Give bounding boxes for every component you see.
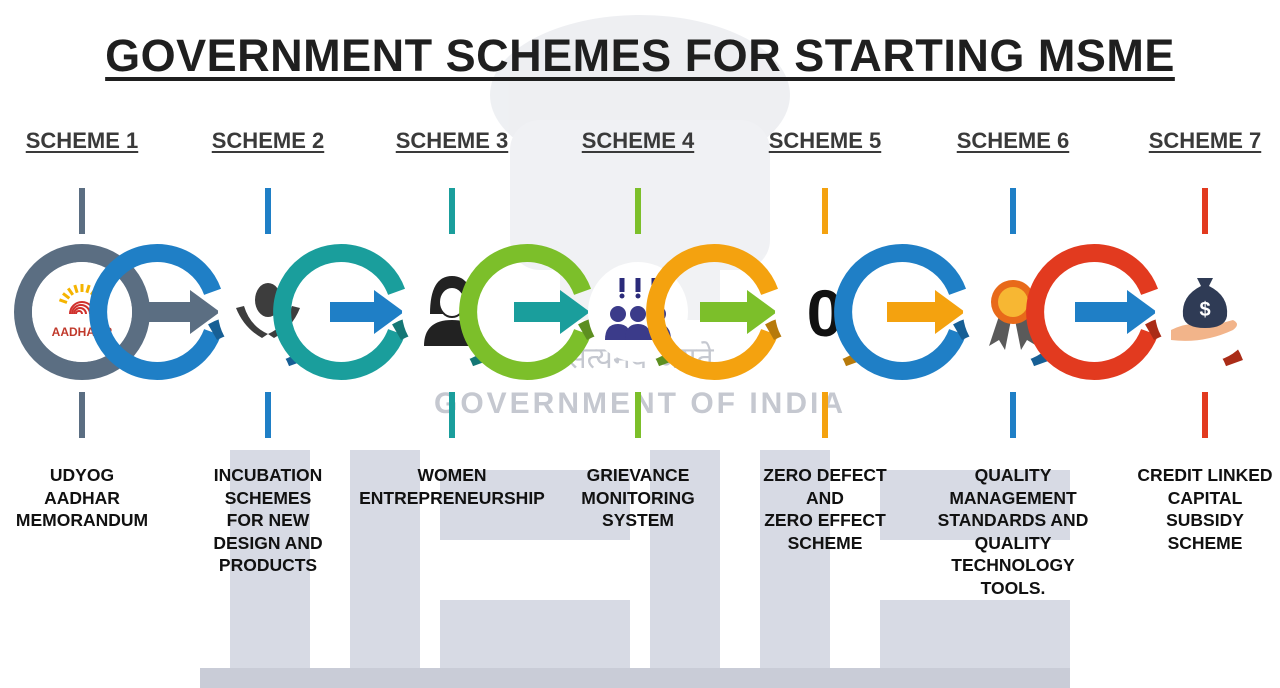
description-line: DESIGN AND xyxy=(213,532,323,553)
scheme-label-5: SCHEME 5 xyxy=(768,128,882,153)
scheme-label-3: SCHEME 3 xyxy=(395,128,509,153)
scheme-description-7: CREDIT LINKED CAPITAL SUBSIDY SCHEME xyxy=(1110,464,1280,554)
scheme-ring xyxy=(89,244,222,380)
description-line: CREDIT LINKED xyxy=(1137,465,1273,485)
scheme-description-4: GRIEVANCE MONITORING SYSTEM xyxy=(543,464,733,532)
quality-badge-icon xyxy=(989,280,1037,350)
scheme-label-1: SCHEME 1 xyxy=(25,128,139,153)
scheme-ring xyxy=(1026,244,1159,380)
scheme-node-1: AADHAAR xyxy=(14,188,150,438)
bottom-tick xyxy=(265,392,271,438)
scheme-description-6: QUALITY MANAGEMENT STANDARDS AND QUALITY TEC… xyxy=(918,464,1108,599)
scheme-label-6: SCHEME 6 xyxy=(956,128,1070,153)
scheme-description-2: INCUBATION SCHEMES FOR NEW DESIGN AND PRODUC… xyxy=(173,464,363,577)
description-line: SUBSIDY xyxy=(1166,510,1244,530)
top-tick xyxy=(449,188,455,234)
scheme-ring xyxy=(834,244,967,380)
bottom-tick xyxy=(822,392,828,438)
description-line: GRIEVANCE xyxy=(586,465,690,485)
scheme-ring xyxy=(14,244,150,380)
bottom-tick xyxy=(1010,392,1016,438)
description-line: ENTREPRENEURSHIP xyxy=(359,487,545,508)
scheme-description-5: ZERO DEFECT AND ZERO EFFECT SCHEME xyxy=(730,464,920,554)
dollar-text: $ xyxy=(1199,299,1210,321)
connector-arrow-6 xyxy=(1075,290,1157,334)
description-line: MANAGEMENT xyxy=(949,487,1077,508)
description-line: FOR NEW xyxy=(226,510,310,530)
description-line: ZERO DEFECT xyxy=(763,465,887,485)
top-tick xyxy=(635,188,641,234)
scheme-ring xyxy=(646,244,779,380)
description-line: MEMORANDUM xyxy=(15,510,149,530)
scheme-label-4: SCHEME 4 xyxy=(581,128,695,153)
description-line: MONITORING xyxy=(581,487,695,508)
top-tick xyxy=(265,188,271,234)
scheme-label-7: SCHEME 7 xyxy=(1148,128,1262,153)
description-line: SYSTEM xyxy=(602,510,674,530)
description-line: AND xyxy=(806,487,844,508)
bottom-tick xyxy=(79,392,85,438)
top-tick xyxy=(1010,188,1016,234)
description-line: TOOLS. xyxy=(980,577,1046,598)
connector-arrow-3 xyxy=(514,290,590,334)
msme-logo-watermark-icon xyxy=(200,450,1070,688)
description-line: INCUBATION xyxy=(213,465,323,485)
scheme-description-1: UDYOG AADHAR MEMORANDUM xyxy=(0,464,177,532)
money-bag-hand-icon: $ xyxy=(1171,278,1237,341)
top-tick xyxy=(79,188,85,234)
description-line: UDYOG xyxy=(49,465,115,485)
description-line: ZERO EFFECT xyxy=(764,510,886,530)
scheme-label-2: SCHEME 2 xyxy=(211,128,325,153)
connector-arrow-1 xyxy=(144,290,220,334)
description-line: SCHEME xyxy=(1167,532,1243,553)
description-line: PRODUCTS xyxy=(218,555,318,575)
connector-arrow-4 xyxy=(700,290,777,334)
description-line: QUALITY xyxy=(974,465,1052,485)
bottom-tick xyxy=(635,392,641,438)
scheme-ring xyxy=(273,244,406,380)
scheme-description-3: WOMEN ENTREPRENEURSHIP xyxy=(357,464,547,509)
bottom-tick xyxy=(1202,392,1208,438)
description-line: QUALITY xyxy=(974,532,1052,553)
description-line: STANDARDS AND xyxy=(937,510,1089,530)
scheme-ring xyxy=(459,244,592,380)
page-title: GOVERNMENT SCHEMES FOR STARTING MSME xyxy=(105,30,1175,81)
top-tick xyxy=(822,188,828,234)
description-line: AADHAR xyxy=(44,487,120,508)
scheme-node-7: $ xyxy=(1026,188,1255,438)
description-line: SCHEME xyxy=(787,532,863,553)
description-line: TECHNOLOGY xyxy=(951,555,1075,575)
description-line: WOMEN xyxy=(417,465,487,485)
description-line: CAPITAL xyxy=(1167,487,1243,508)
bottom-tick xyxy=(449,392,455,438)
connector-arrow-2 xyxy=(330,290,404,334)
top-tick xyxy=(1202,188,1208,234)
connector-arrow-5 xyxy=(887,290,965,334)
description-line: SCHEMES xyxy=(224,487,312,508)
